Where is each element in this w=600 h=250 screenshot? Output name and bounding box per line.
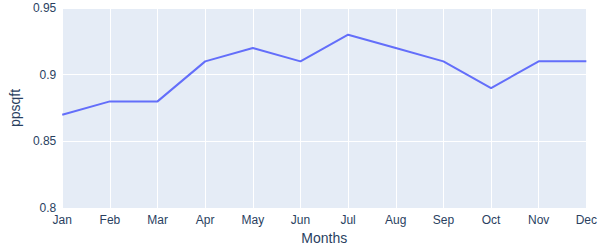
svg-text:Months: Months: [301, 230, 347, 246]
svg-text:Sep: Sep: [433, 213, 455, 227]
svg-text:0.9: 0.9: [40, 68, 57, 82]
svg-text:0.85: 0.85: [33, 134, 57, 148]
svg-text:Aug: Aug: [385, 213, 406, 227]
svg-text:Apr: Apr: [196, 213, 215, 227]
svg-text:Dec: Dec: [576, 213, 597, 227]
svg-text:Jul: Jul: [340, 213, 355, 227]
svg-text:0.95: 0.95: [33, 1, 57, 15]
svg-text:Nov: Nov: [528, 213, 549, 227]
svg-text:Mar: Mar: [147, 213, 168, 227]
svg-text:Jun: Jun: [291, 213, 310, 227]
svg-text:ppsqft: ppsqft: [7, 89, 23, 127]
svg-text:Feb: Feb: [100, 213, 121, 227]
svg-text:Oct: Oct: [482, 213, 501, 227]
svg-text:0.8: 0.8: [39, 201, 57, 216]
svg-text:May: May: [241, 213, 264, 227]
svg-text:Jan: Jan: [53, 213, 72, 227]
